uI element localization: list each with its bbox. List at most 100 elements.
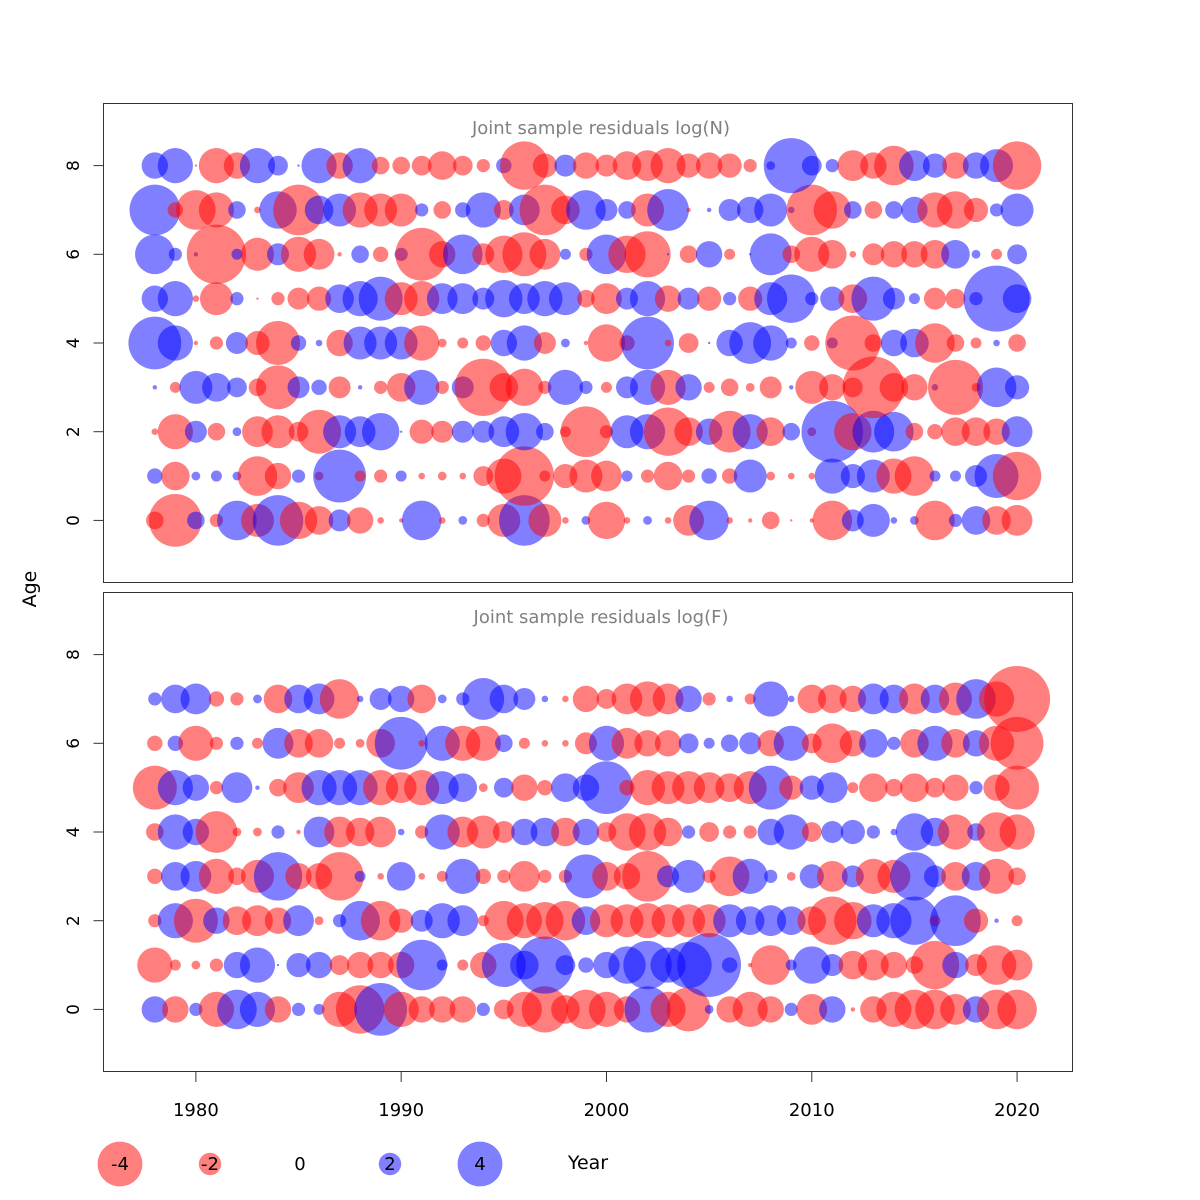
bubble xyxy=(208,691,225,707)
y-axis-bottom: 0 2 4 6 8 xyxy=(64,649,104,1015)
bubble xyxy=(941,239,970,269)
bubble xyxy=(879,373,909,402)
bubble xyxy=(256,365,301,410)
bubble xyxy=(209,781,224,795)
bubble xyxy=(147,735,163,751)
bubble xyxy=(628,813,667,851)
bubble xyxy=(566,190,606,230)
bubble xyxy=(743,825,757,839)
bubble xyxy=(654,730,682,757)
bubble xyxy=(264,462,292,490)
bubble xyxy=(530,817,560,847)
bubble xyxy=(814,458,850,494)
bubble xyxy=(157,147,193,184)
bubble xyxy=(703,737,715,749)
bubble xyxy=(492,821,515,843)
bubble xyxy=(290,335,307,351)
bubble xyxy=(927,424,943,440)
bubble xyxy=(718,198,741,221)
bubble xyxy=(976,367,1017,408)
bubble xyxy=(787,472,795,480)
bubble xyxy=(548,282,582,316)
bubble xyxy=(856,503,890,537)
bubble xyxy=(168,247,182,261)
bubble xyxy=(230,292,244,306)
bubble xyxy=(562,695,569,703)
bubble xyxy=(755,905,787,937)
bubble xyxy=(816,860,848,892)
bubble xyxy=(475,335,491,351)
bubble xyxy=(776,906,806,936)
bubble xyxy=(930,895,981,947)
y-tick-label: 4 xyxy=(64,338,84,349)
bubble xyxy=(253,694,262,704)
bubble xyxy=(839,730,867,757)
bubble xyxy=(291,469,306,483)
bubble xyxy=(786,871,796,881)
bubble xyxy=(937,814,974,850)
bubble xyxy=(401,500,442,541)
bubble xyxy=(578,957,594,973)
bubble xyxy=(532,153,557,178)
bubble xyxy=(161,461,190,491)
bubble xyxy=(1001,505,1033,536)
bubble xyxy=(459,472,467,480)
y-tick-label: 2 xyxy=(64,915,84,926)
bubble xyxy=(221,772,253,804)
panel-log-f: Joint sample residuals log(F) 0 2 4 6 8 xyxy=(64,592,1073,1072)
bubble xyxy=(315,339,323,347)
bubble xyxy=(785,337,797,349)
bubble xyxy=(857,949,889,981)
bubble xyxy=(784,1002,798,1017)
bubble xyxy=(287,287,310,310)
bubble xyxy=(664,517,672,524)
bubble xyxy=(677,287,700,310)
bubble xyxy=(157,281,193,317)
y-tick-label: 2 xyxy=(64,426,84,437)
bubble xyxy=(890,517,898,524)
bubble xyxy=(720,378,739,397)
bubble xyxy=(664,339,672,347)
bubble xyxy=(695,152,723,179)
bubble xyxy=(187,511,205,530)
bubble xyxy=(279,501,318,540)
bubble xyxy=(697,286,722,311)
bubble xyxy=(377,873,384,880)
bubble xyxy=(178,725,214,761)
bubble xyxy=(157,770,193,806)
bubble xyxy=(354,870,366,882)
bubble xyxy=(857,683,889,715)
bubble xyxy=(254,206,261,214)
bubble xyxy=(885,778,903,797)
bubble xyxy=(880,241,908,268)
bubble xyxy=(346,951,374,979)
bubble xyxy=(640,469,655,483)
bubble xyxy=(821,954,844,977)
panel-title-log-n: Joint sample residuals log(N) xyxy=(471,118,730,139)
bubble xyxy=(942,152,969,179)
bubble xyxy=(621,470,633,482)
x-tick-label: 1990 xyxy=(378,1100,424,1121)
bubble xyxy=(963,265,1030,332)
bubble xyxy=(180,683,212,715)
bubble xyxy=(319,679,360,719)
bubble xyxy=(395,227,449,281)
bubble xyxy=(706,207,712,213)
bubble xyxy=(198,192,235,228)
bubble xyxy=(721,468,738,484)
bubble xyxy=(707,341,711,345)
bubble xyxy=(572,152,600,179)
bubble xyxy=(799,775,824,800)
legend-label: -2 xyxy=(201,1154,219,1175)
bubble xyxy=(148,692,162,706)
bubble xyxy=(726,517,733,524)
bubble xyxy=(920,239,950,269)
bubble xyxy=(448,773,478,802)
bubble xyxy=(917,725,953,761)
bubble xyxy=(992,141,1042,190)
bubble xyxy=(436,959,448,971)
bubble xyxy=(436,870,448,882)
bubble xyxy=(900,773,929,802)
bubble xyxy=(999,814,1035,850)
bubble xyxy=(842,356,905,419)
